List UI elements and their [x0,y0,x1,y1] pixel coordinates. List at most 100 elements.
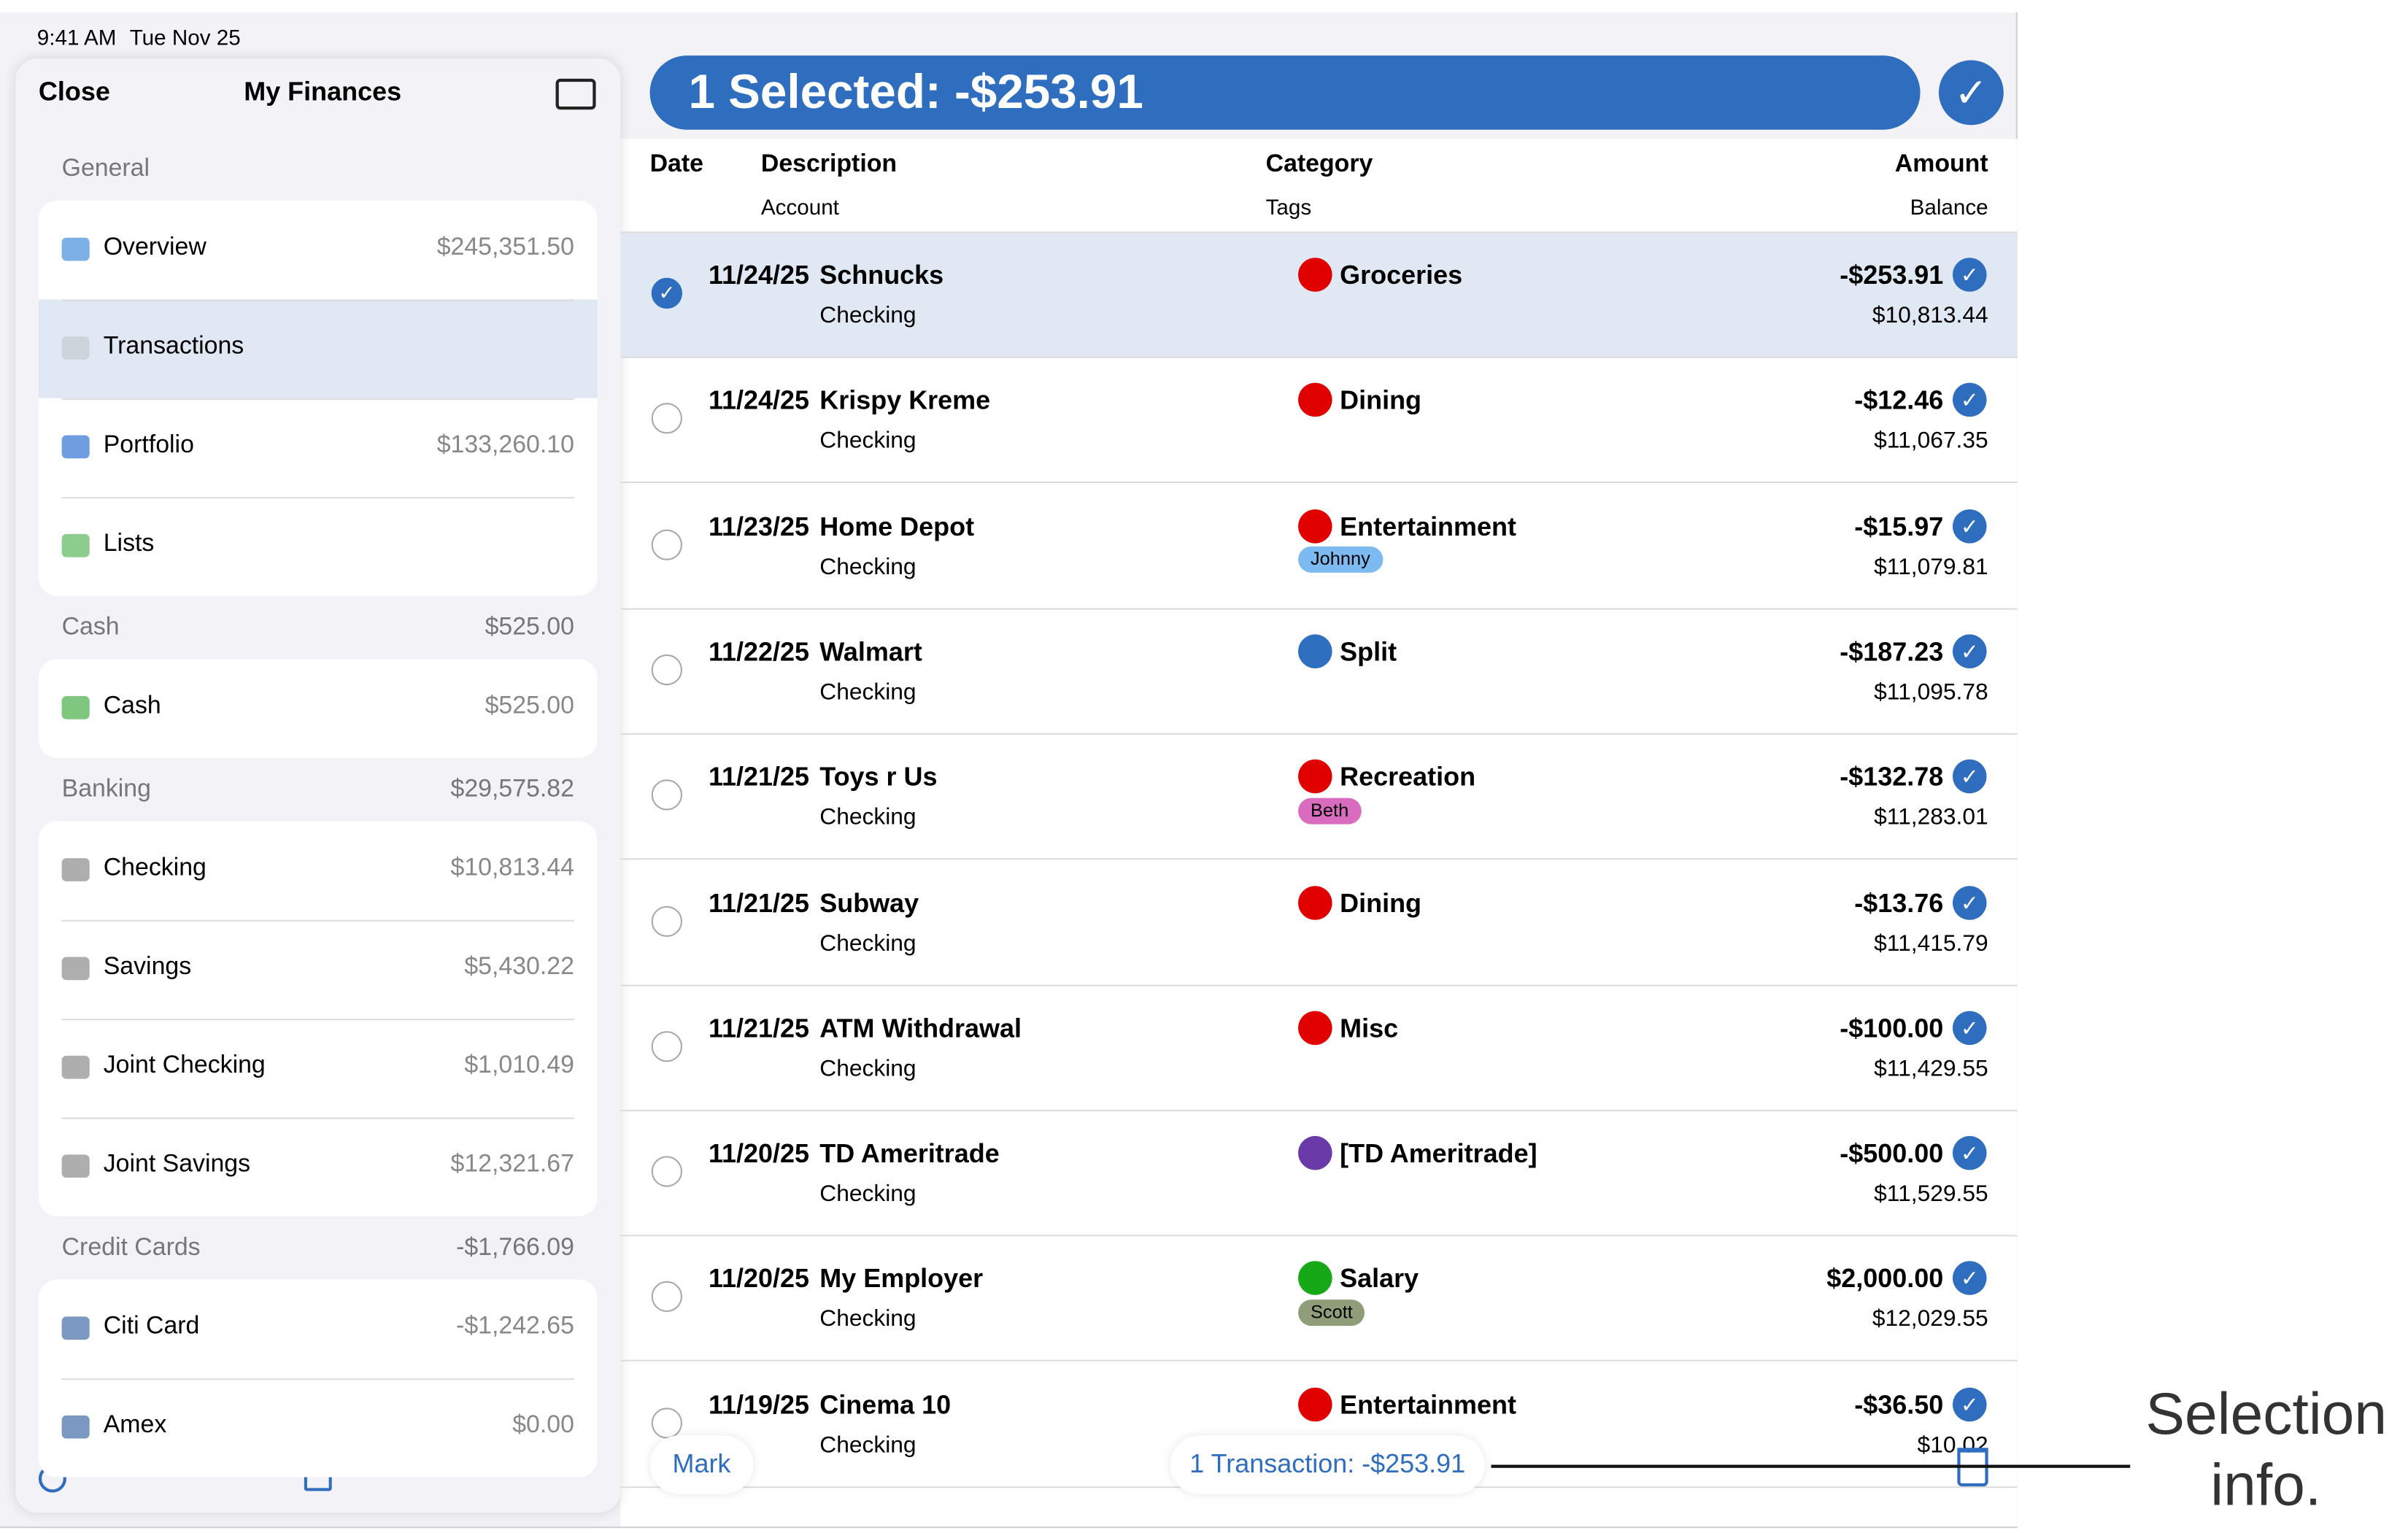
close-button[interactable]: Close [38,77,110,107]
balance: $11,429.55 [1874,1055,1988,1082]
item-name[interactable]: Cash [103,692,161,719]
refresh-button[interactable] [38,1464,66,1493]
annotation: info. [2210,1453,2322,1519]
separator [620,1109,2018,1111]
account: Checking [819,1306,916,1333]
category: Dining [1340,386,1422,416]
item-name[interactable]: Joint Savings [103,1151,251,1178]
select-circle[interactable]: ✓ [651,277,683,309]
item-amount: $1,010.49 [464,1052,574,1079]
category-dot [1298,634,1332,668]
item-icon [61,1154,90,1178]
date: 11/20/25 [708,1264,809,1294]
separator [61,1378,574,1381]
item-icon [61,696,90,719]
select-circle[interactable] [651,403,683,435]
description: TD Ameritrade [819,1139,1000,1169]
cleared-check: ✓ [1952,509,1987,543]
item-icon [61,237,90,261]
date: 11/20/25 [708,1139,809,1169]
sidebar-title: My Finances [244,77,402,107]
item-amount: -$1,242.65 [456,1313,574,1340]
date: 11/19/25 [708,1390,809,1420]
separator [61,1019,574,1021]
category-dot [1298,760,1332,794]
section-header: General [61,155,150,182]
category-dot [1298,509,1332,543]
description: ATM Withdrawal [819,1013,1022,1043]
account: Checking [819,428,916,455]
date: 11/23/25 [708,511,809,541]
description: Krispy Kreme [819,386,991,416]
separator [61,497,574,499]
category: Salary [1340,1264,1419,1294]
account: Checking [819,1055,916,1082]
category: Groceries [1340,260,1463,290]
annotation: Selection [2145,1383,2388,1448]
item-name[interactable]: Checking [103,854,207,881]
separator [61,1117,574,1119]
selection-bar: 1 Selected: -$253.91 [649,55,1921,130]
share-button[interactable] [304,1466,332,1491]
select-circle[interactable] [651,1030,683,1062]
separator [620,356,2018,358]
category: Misc [1340,1013,1399,1043]
balance: $11,079.81 [1874,553,1988,580]
section-total: -$1,766.09 [456,1235,574,1262]
balance: $10,813.44 [1872,302,1988,329]
item-icon [61,1415,90,1439]
group-card [38,659,598,758]
description: Schnucks [819,260,944,290]
item-name[interactable]: Savings [103,954,192,981]
separator [620,1360,2018,1362]
item-icon [61,435,90,459]
amount: -$15.97 [1854,511,1944,541]
item-name[interactable]: Joint Checking [103,1052,266,1079]
item-icon [61,858,90,881]
separator [620,984,2018,986]
category-dot [1298,258,1332,292]
item-name[interactable]: Amex [103,1412,167,1439]
item-name[interactable]: Portfolio [103,432,194,459]
select-circle[interactable] [651,654,683,686]
selected-row [620,233,2018,357]
item-name[interactable]: Citi Card [103,1313,200,1340]
done-button[interactable]: ✓ [1938,60,2004,126]
select-circle[interactable] [651,1281,683,1313]
description: Cinema 10 [819,1390,952,1420]
select-circle[interactable] [651,779,683,811]
col-header: Date [649,151,703,178]
tag: Johnny [1298,546,1383,573]
cleared-check: ✓ [1952,383,1987,417]
amount: -$12.46 [1854,386,1944,416]
category: Split [1340,637,1397,667]
date: 11/24/25 [708,260,809,290]
amount: -$132.78 [1840,762,1944,792]
col-header: Balance [1910,194,1988,220]
select-circle[interactable] [651,528,683,560]
date: 11/22/25 [708,637,809,667]
col-header: Tags [1265,194,1312,220]
amount: -$253.91 [1840,260,1944,290]
category-dot [1298,1136,1332,1170]
separator [61,299,574,301]
category: Entertainment [1340,1390,1516,1420]
item-name[interactable]: Lists [103,530,155,557]
selection-summary[interactable]: 1 Transaction: -$253.91 [1170,1435,1486,1494]
amount: -$100.00 [1840,1013,1944,1043]
mark-button[interactable]: Mark [649,1435,754,1494]
category: [TD Ameritrade] [1340,1139,1537,1169]
account: Checking [819,804,916,831]
item-name[interactable]: Overview [103,234,207,261]
item-name[interactable]: Transactions [103,333,244,360]
select-circle[interactable] [651,905,683,936]
section-total: $525.00 [485,614,574,641]
select-circle[interactable] [651,1407,683,1438]
tag: Scott [1298,1299,1365,1326]
sidebar-toggle[interactable] [555,78,596,110]
main-area [620,139,2018,1527]
select-circle[interactable] [651,1156,683,1187]
item-icon [61,336,90,360]
